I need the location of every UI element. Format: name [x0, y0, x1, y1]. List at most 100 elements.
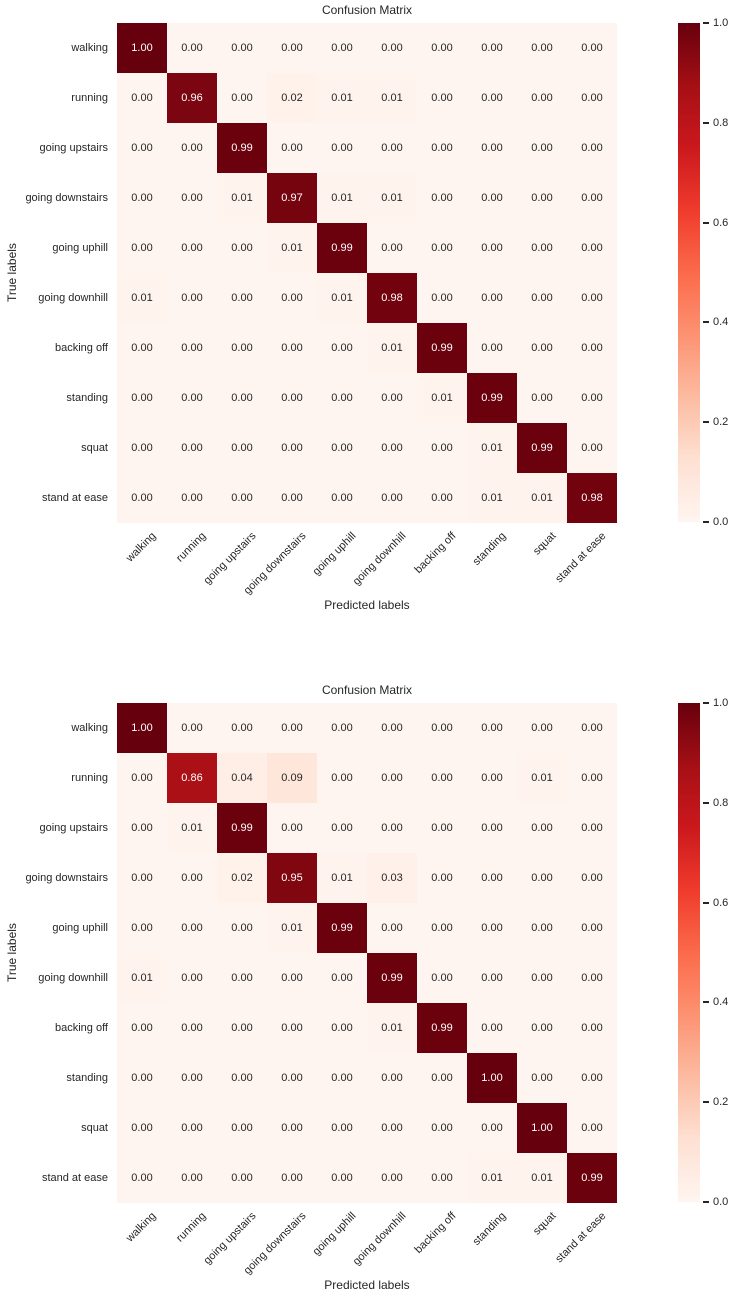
heatmap-cell: 0.00 [467, 123, 517, 173]
heatmap-cell: 0.01 [167, 803, 217, 853]
heatmap-cell: 0.00 [517, 173, 567, 223]
heatmap-cell: 0.00 [167, 1103, 217, 1153]
heatmap-cell: 0.01 [517, 473, 567, 523]
heatmap-cell: 0.00 [167, 953, 217, 1003]
heatmap-cell: 0.00 [167, 1053, 217, 1103]
heatmap-cell: 0.00 [267, 1103, 317, 1153]
colorbar: 1.0 0.8 0.6 0.4 0.2 0.0 [678, 697, 736, 1208]
chart-title: Confusion Matrix [321, 683, 413, 697]
heatmap-cell: 0.00 [467, 173, 517, 223]
heatmap-cell: 0.00 [217, 223, 267, 273]
heatmap-cell: 0.00 [567, 373, 617, 423]
heatmap-cell: 0.02 [267, 73, 317, 123]
heatmap-cell: 0.00 [417, 953, 467, 1003]
heatmap-cell: 0.99 [517, 423, 567, 473]
heatmap-cell: 0.00 [417, 423, 467, 473]
heatmap-cell: 1.00 [117, 23, 167, 73]
heatmap-cell: 0.00 [467, 323, 517, 373]
heatmap-cell: 0.00 [167, 373, 217, 423]
heatmap-cell: 0.01 [417, 373, 467, 423]
heatmap-cell: 0.00 [217, 703, 267, 753]
colorbar-tick-mark [703, 122, 709, 124]
heatmap-cell: 0.00 [367, 473, 417, 523]
heatmap-cell: 0.00 [567, 903, 617, 953]
heatmap-cell: 0.00 [367, 1053, 417, 1103]
heatmap-cell: 0.00 [567, 703, 617, 753]
heatmap-cell: 0.00 [567, 23, 617, 73]
heatmap-cell: 0.00 [167, 423, 217, 473]
heatmap-cell: 0.00 [417, 1103, 467, 1153]
heatmap-cell: 0.00 [467, 703, 517, 753]
heatmap-cell: 0.00 [117, 473, 167, 523]
heatmap-cell: 0.00 [317, 1103, 367, 1153]
colorbar-tick-mark [703, 521, 709, 523]
heatmap-cell: 0.00 [117, 1153, 167, 1203]
confusion-matrix-top: Confusion Matrix True labels walking runn… [0, 0, 736, 622]
heatmap-cell: 0.00 [217, 903, 267, 953]
heatmap-cell: 0.00 [467, 953, 517, 1003]
heatmap-cell: 0.04 [217, 753, 267, 803]
heatmap-cell: 0.00 [417, 23, 467, 73]
heatmap-cell: 0.00 [367, 373, 417, 423]
heatmap-cell: 0.00 [167, 853, 217, 903]
heatmap-cell: 0.00 [117, 853, 167, 903]
colorbar-tick-label: 0.8 [713, 117, 729, 129]
heatmap-cell: 0.01 [317, 273, 367, 323]
heatmap-cell: 0.00 [517, 853, 567, 903]
heatmap-cell: 0.00 [417, 473, 467, 523]
heatmap-cell: 0.00 [467, 753, 517, 803]
heatmap-cell: 0.00 [417, 173, 467, 223]
heatmap-cell: 0.00 [567, 1103, 617, 1153]
heatmap-cell: 0.00 [367, 803, 417, 853]
heatmap-cell: 0.98 [567, 473, 617, 523]
heatmap-cell: 0.00 [267, 1153, 317, 1203]
heatmap-cell: 0.00 [417, 803, 467, 853]
heatmap-cell: 0.00 [367, 753, 417, 803]
heatmap-cell: 0.00 [417, 1053, 467, 1103]
y-tick-label: going downstairs [25, 872, 108, 884]
heatmap-cell: 0.00 [467, 273, 517, 323]
heatmap-cell: 0.00 [317, 323, 367, 373]
heatmap-cell: 0.00 [467, 223, 517, 273]
heatmap-cell: 0.00 [267, 473, 317, 523]
heatmap-cell: 0.01 [367, 173, 417, 223]
colorbar-tick-label: 0.2 [713, 1096, 729, 1108]
heatmap-cell: 0.00 [317, 953, 367, 1003]
heatmap-grid: 1.00 0.00 0.00 0.00 0.00 0.00 0.00 0.00 0.00 0.00… [117, 23, 617, 523]
heatmap-cell: 0.00 [217, 953, 267, 1003]
heatmap-cell: 0.00 [267, 373, 317, 423]
heatmap-cell: 0.02 [217, 853, 267, 903]
heatmap-cell: 0.00 [467, 23, 517, 73]
heatmap-cell: 0.00 [217, 1103, 267, 1153]
y-tick-label: standing [66, 1072, 108, 1084]
heatmap-cell: 0.00 [117, 173, 167, 223]
colorbar-tick-mark [703, 22, 709, 24]
colorbar-tick-mark [703, 222, 709, 224]
heatmap-cell: 0.01 [467, 1153, 517, 1203]
heatmap-cell: 0.01 [517, 753, 567, 803]
heatmap-cell: 0.00 [267, 423, 317, 473]
heatmap-cell: 0.00 [567, 273, 617, 323]
heatmap-cell: 0.00 [367, 1103, 417, 1153]
heatmap-cell: 0.00 [167, 473, 217, 523]
heatmap-cell: 0.00 [467, 853, 517, 903]
heatmap-cell: 0.00 [567, 423, 617, 473]
y-tick-labels: walking running going upstairs going downst… [0, 703, 110, 1203]
colorbar-tick-mark [703, 1001, 709, 1003]
heatmap-cell: 0.00 [367, 423, 417, 473]
heatmap-cell: 0.99 [567, 1153, 617, 1203]
heatmap-cell: 0.00 [167, 273, 217, 323]
y-tick-label: stand at ease [41, 492, 108, 504]
y-tick-label: standing [66, 392, 108, 404]
heatmap-cell: 0.00 [317, 753, 367, 803]
heatmap-cell: 0.00 [167, 323, 217, 373]
heatmap-cell: 0.00 [267, 703, 317, 753]
heatmap-cell: 0.00 [517, 373, 567, 423]
heatmap-cell: 0.00 [117, 753, 167, 803]
heatmap-cell: 0.00 [367, 223, 417, 273]
heatmap-cell: 0.00 [217, 1053, 267, 1103]
y-tick-labels: walking running going upstairs going downst… [0, 23, 110, 523]
heatmap-cell: 0.00 [117, 1103, 167, 1153]
colorbar-tick-mark [703, 1101, 709, 1103]
heatmap-cell: 0.00 [267, 23, 317, 73]
